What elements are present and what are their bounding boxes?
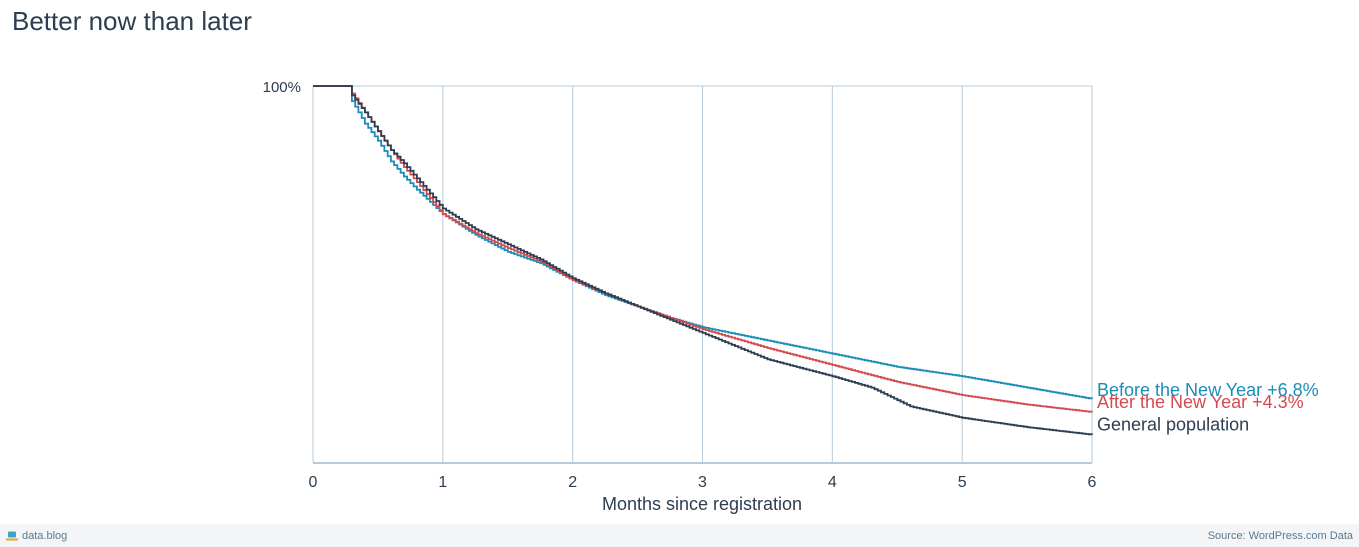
series-label-2: General population: [1097, 415, 1249, 435]
series-line-1: [313, 85, 1093, 413]
x-tick-label: 1: [438, 474, 447, 491]
x-tick-label: 0: [309, 474, 318, 491]
footer: data.blog Source: WordPress.com Data: [0, 524, 1359, 547]
x-tick-label: 5: [958, 474, 967, 491]
x-tick-label: 3: [698, 474, 707, 491]
brand[interactable]: data.blog: [6, 530, 67, 542]
y-tick-label: 100%: [263, 79, 301, 96]
x-tick-label: 4: [828, 474, 837, 491]
brand-label: data.blog: [22, 530, 68, 542]
series-label-0: Before the New Year +6.8%: [1097, 380, 1319, 400]
x-axis-label: Months since registration: [602, 494, 802, 514]
x-tick-label: 2: [568, 474, 577, 491]
axes: 100% 0 1 2 3 4 5 6: [263, 79, 1097, 491]
chart-title: Better now than later: [12, 6, 252, 36]
source-note: Source: WordPress.com Data: [1207, 530, 1353, 542]
gridlines: [312, 85, 1093, 463]
series-lines: [313, 85, 1093, 436]
series-labels: Before the New Year +6.8%After the New Y…: [1097, 380, 1319, 435]
series-line-2: [313, 85, 1093, 436]
survival-chart: 100% 0 1 2 3 4 5 6 Before the New Year +6.8%Aft…: [263, 79, 1319, 514]
series-label-1: After the New Year +4.3%: [1097, 392, 1304, 412]
laptop-icon: [6, 531, 18, 541]
x-tick-label: 6: [1088, 474, 1097, 491]
